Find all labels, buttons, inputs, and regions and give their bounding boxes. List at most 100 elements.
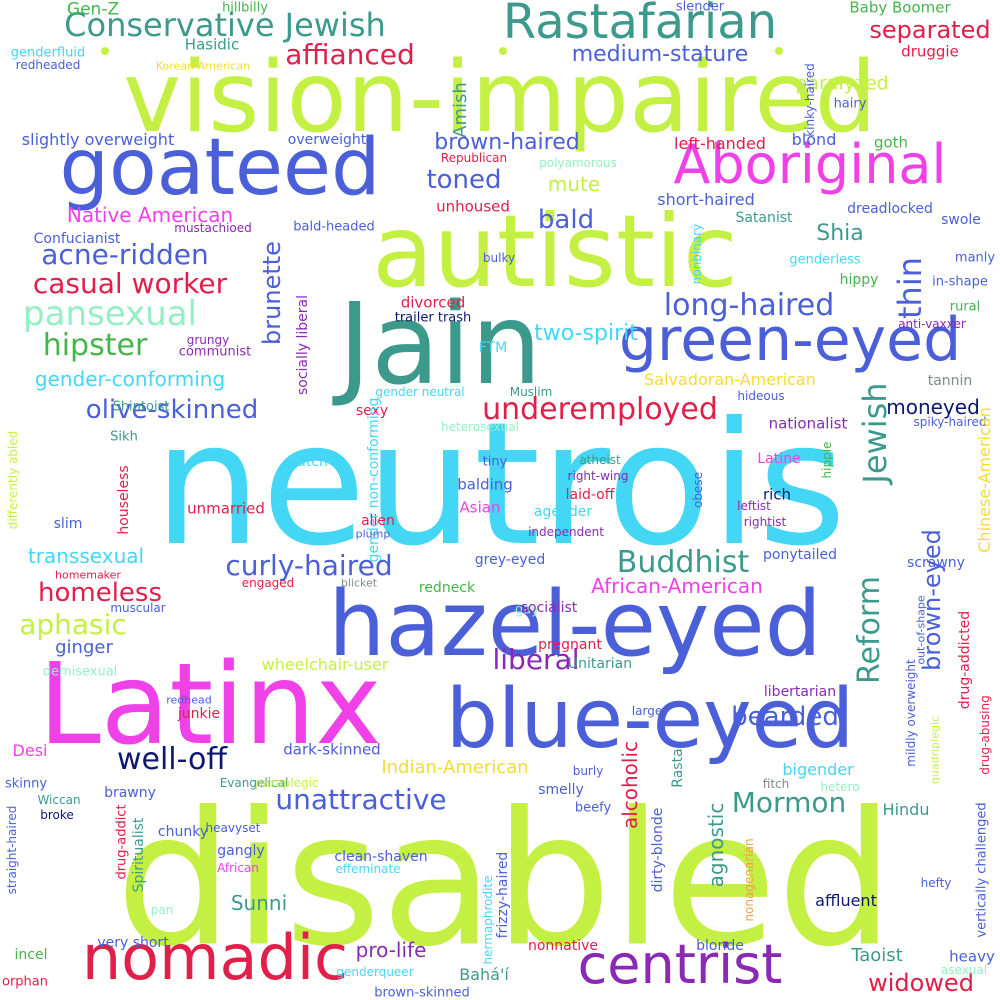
word-liberal: liberal bbox=[492, 643, 580, 676]
word-swole: swole bbox=[941, 212, 981, 228]
word-muscular: muscular bbox=[110, 601, 166, 615]
word-bigender: bigender bbox=[782, 760, 854, 779]
word-effeminate: effeminate bbox=[335, 862, 401, 876]
word-evangelical: Evangelical bbox=[219, 776, 289, 790]
word-houseless: houseless bbox=[116, 465, 132, 535]
word-redneck: redneck bbox=[418, 580, 476, 596]
word-neutrois: neutrois bbox=[153, 386, 847, 584]
word-bald: bald bbox=[537, 205, 595, 235]
word-large: large bbox=[631, 704, 663, 718]
word-nomadic: nomadic bbox=[81, 921, 349, 994]
word-mormon: Mormon bbox=[731, 786, 847, 819]
word-buddhist: Buddhist bbox=[616, 545, 750, 580]
word-genderless: genderless bbox=[789, 252, 861, 268]
word-ponytailed: ponytailed bbox=[763, 547, 837, 563]
word-mustachioed: mustachioed bbox=[174, 221, 252, 235]
word-conservative-jewish: Conservative Jewish bbox=[64, 6, 386, 44]
word-blonde: blonde bbox=[696, 938, 744, 954]
word-drug-addict: drug-addict bbox=[114, 804, 130, 880]
word-obese: obese bbox=[691, 472, 705, 508]
word-quadriplegic: quadriplegic bbox=[928, 715, 942, 785]
word-casual-worker: casual worker bbox=[32, 267, 228, 300]
word-jain: Jain bbox=[338, 280, 542, 410]
word-vertically-challenged: vertically challenged bbox=[974, 802, 990, 938]
word-socially-liberal: socially liberal bbox=[295, 294, 311, 396]
word-slightly-overweight: slightly overweight bbox=[21, 130, 175, 149]
word-centrist: centrist bbox=[577, 933, 783, 996]
word-rural: rural bbox=[949, 299, 981, 315]
word-acne-ridden: acne-ridden bbox=[41, 238, 209, 271]
word-nonnative: nonnative bbox=[527, 938, 599, 954]
word-brunette: brunette bbox=[258, 241, 286, 345]
word-curly-haired: curly-haired bbox=[225, 549, 393, 582]
word-paralyzed: paralyzed bbox=[795, 72, 889, 95]
word-medium-stature: medium-stature bbox=[571, 42, 749, 67]
word-brown-haired: brown-haired bbox=[434, 130, 580, 155]
word-spiritualist: Spiritualist bbox=[131, 817, 147, 893]
word-hermaphrodite: hermaphrodite bbox=[481, 875, 495, 965]
word-pan: pan bbox=[150, 903, 174, 917]
word-jewish: Jewish bbox=[856, 382, 894, 484]
word-nonbinary: nonbinary bbox=[690, 223, 704, 285]
word-pregnant: pregnant bbox=[538, 637, 602, 653]
word-latinx: Latinx bbox=[38, 640, 382, 770]
word-bah: Bahá'í bbox=[459, 965, 509, 984]
word-thin: thin bbox=[891, 257, 929, 319]
word-hetero: hetero bbox=[820, 780, 860, 794]
word-gender-neutral: gender neutral bbox=[375, 385, 465, 399]
word-chinese-american: Chinese-American bbox=[975, 407, 994, 553]
word-underemployed: underemployed bbox=[482, 392, 718, 427]
word-very-short: very short bbox=[97, 935, 169, 951]
word-rightist: rightist bbox=[743, 515, 787, 529]
word-desi: Desi bbox=[12, 741, 48, 760]
word-butch: butch bbox=[288, 454, 328, 470]
word-bearded: bearded bbox=[731, 702, 839, 732]
word-unmarried: unmarried bbox=[187, 499, 265, 518]
word-affianced: affianced bbox=[285, 38, 415, 71]
word-dark-skinned: dark-skinned bbox=[283, 740, 381, 759]
word-reform: Reform bbox=[852, 576, 887, 684]
word-scrawny: scrawny bbox=[907, 555, 965, 571]
word-slender: slender bbox=[675, 0, 725, 15]
word-sikh: Sikh bbox=[110, 429, 138, 445]
word-hairy: hairy bbox=[833, 96, 867, 112]
word-confucianist: Confucianist bbox=[33, 231, 121, 247]
word-aphasic: aphasic bbox=[19, 608, 127, 641]
word-unattractive: unattractive bbox=[275, 783, 447, 816]
word-tannin: tannin bbox=[927, 373, 973, 389]
word-gender-conforming: gender-conforming bbox=[34, 367, 226, 391]
word-alien: alien bbox=[361, 513, 395, 529]
word-goth: goth bbox=[873, 133, 909, 152]
word-fitch: fitch bbox=[762, 777, 790, 791]
word-sunni: Sunni bbox=[230, 891, 288, 915]
word-hillbilly: hillbilly bbox=[222, 0, 268, 16]
word-pansexual: pansexual bbox=[23, 294, 197, 334]
word-unitarian: Unitarian bbox=[567, 656, 633, 672]
word-laid-off: laid-off bbox=[565, 487, 615, 503]
word-baby-boomer: Baby Boomer bbox=[849, 0, 951, 17]
word-grungy: grungy bbox=[186, 333, 230, 347]
word-orphan: orphan bbox=[2, 974, 48, 990]
word-differently-abled: differently abled bbox=[6, 430, 20, 530]
word-wiccan: Wiccan bbox=[37, 793, 81, 807]
word-hefty: hefty bbox=[920, 876, 952, 890]
word-heterosexual: heterosexual bbox=[441, 420, 519, 434]
word-engaged: engaged bbox=[241, 576, 295, 590]
word-taoist: Taoist bbox=[851, 945, 903, 966]
word-olive-skinned: olive-skinned bbox=[85, 395, 259, 425]
word-homeless: homeless bbox=[37, 578, 163, 608]
word-mute: mute bbox=[547, 172, 601, 196]
word-demisexual: demisexual bbox=[42, 664, 118, 680]
word-native-american: Native American bbox=[66, 203, 234, 227]
word-tiny: tiny bbox=[482, 454, 508, 470]
word-goateed: goateed bbox=[59, 123, 381, 213]
word-moneyed: moneyed bbox=[886, 395, 980, 419]
word-spiky-haired: spiky-haired bbox=[913, 415, 987, 429]
word-hazel-eyed: hazel-eyed bbox=[328, 572, 822, 677]
word-paraplegic: paraplegic bbox=[255, 776, 319, 790]
word-agnostic: agnostic bbox=[704, 802, 728, 888]
word-incel: incel bbox=[14, 947, 48, 963]
word-gay: gay bbox=[515, 602, 539, 618]
word-short-haired: short-haired bbox=[657, 190, 755, 209]
word-grey-eyed: grey-eyed bbox=[474, 552, 546, 568]
